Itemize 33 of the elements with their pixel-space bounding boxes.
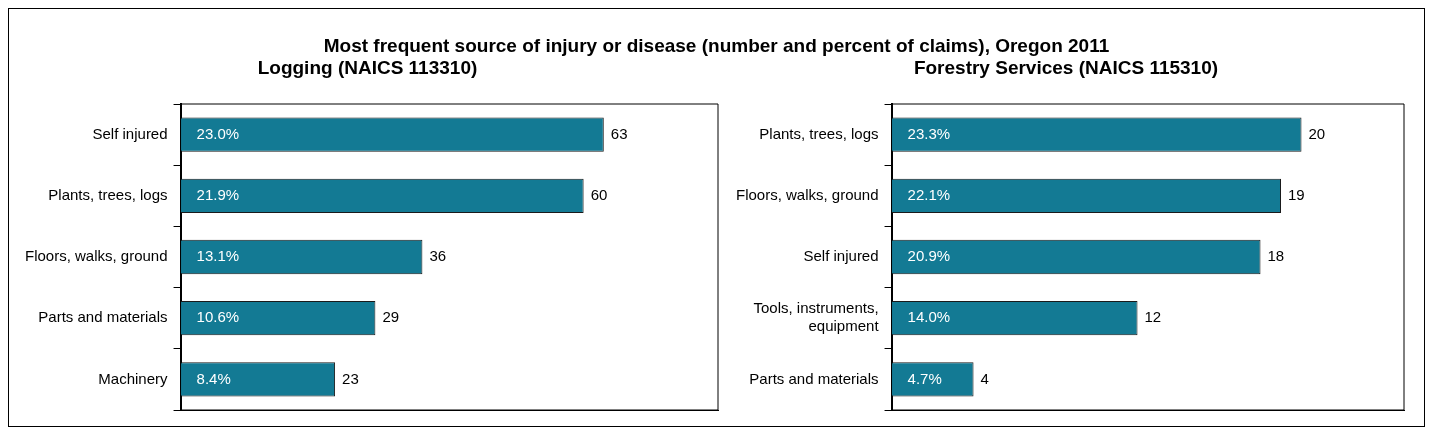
y-tick-label: Floors, walks, ground bbox=[25, 247, 168, 265]
annotation: 22.1% bbox=[907, 185, 951, 203]
data-label: 63 bbox=[610, 124, 628, 142]
y-tick-label: Self injured bbox=[92, 124, 168, 142]
data-label: 12 bbox=[1144, 308, 1162, 326]
y-tick-label: Parts and materials bbox=[38, 308, 168, 326]
y-tick-label: Tools, instruments, equipment bbox=[753, 299, 880, 335]
annotation: 8.4% bbox=[196, 369, 231, 387]
chart-title: Forestry Services (NAICS 115310) bbox=[912, 57, 1220, 80]
annotation: 23.0% bbox=[196, 124, 240, 142]
data-label: 23 bbox=[342, 369, 359, 387]
data-label: 4 bbox=[980, 369, 989, 387]
y-tick-label: Plants, trees, logs bbox=[759, 124, 879, 142]
annotation: 21.9% bbox=[196, 185, 240, 203]
data-label: 60 bbox=[590, 185, 608, 203]
y-tick-label: Plants, trees, logs bbox=[48, 185, 168, 203]
data-label: 19 bbox=[1288, 185, 1305, 203]
annotation: 14.0% bbox=[907, 308, 951, 326]
annotation: 13.1% bbox=[196, 247, 240, 265]
annotation: 20.9% bbox=[907, 247, 951, 265]
annotation: 23.3% bbox=[907, 124, 951, 142]
annotation: 10.6% bbox=[196, 308, 240, 326]
data-label: 20 bbox=[1308, 124, 1326, 142]
data-label: 18 bbox=[1267, 247, 1285, 265]
data-label: 36 bbox=[429, 247, 447, 265]
y-tick-label: Self injured bbox=[803, 247, 879, 265]
annotation: 4.7% bbox=[907, 369, 942, 387]
text: Most frequent source of injury or disease (number and percent of claims), Oregon 2011 bbox=[322, 34, 1111, 57]
y-tick-label: Floors, walks, ground bbox=[736, 185, 879, 203]
data-label: 29 bbox=[382, 308, 400, 326]
y-tick-label: Parts and materials bbox=[749, 369, 879, 387]
chart-subtitle: Logging (NAICS 113310) bbox=[256, 57, 479, 80]
y-tick-label: Machinery bbox=[98, 369, 169, 387]
